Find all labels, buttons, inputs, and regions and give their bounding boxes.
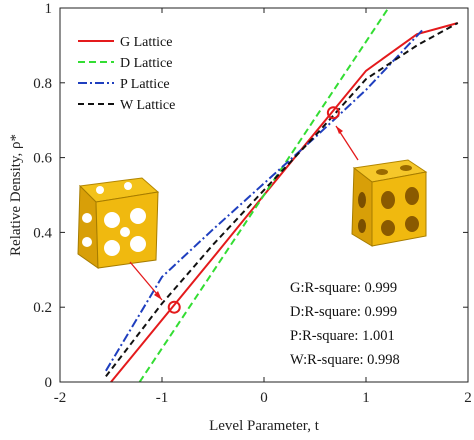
series-line-p-lattice — [105, 29, 423, 372]
series-line-d-lattice — [138, 7, 390, 383]
x-axis-title: Level Parameter, t — [209, 418, 320, 434]
y-tick-label: 0.6 — [33, 151, 52, 167]
x-tick-label: 0 — [260, 390, 268, 406]
highlight-marker — [167, 300, 181, 314]
g-cell-pointer-arrowhead — [154, 291, 162, 300]
r-square-g: G:R-square: 0.999 — [290, 280, 397, 296]
w-lattice-cell-image — [351, 159, 428, 247]
x-tick-label: -1 — [156, 390, 169, 406]
series-layer — [105, 7, 459, 383]
legend-label-w-lattice: W Lattice — [120, 98, 175, 113]
r-square-w: W:R-square: 0.998 — [290, 352, 400, 368]
r-square-d: D:R-square: 0.999 — [290, 304, 397, 320]
y-tick-label: 0.2 — [33, 300, 52, 316]
plot-frame — [59, 7, 469, 383]
g-lattice-cell-image — [77, 177, 160, 269]
y-tick-label: 0.4 — [33, 225, 52, 241]
ticks-layer: -2 -1 0 1 2 0 0.2 0.4 0.6 0.8 1 — [33, 1, 472, 406]
legend-label-d-lattice: D Lattice — [120, 56, 172, 71]
x-tick-label: 1 — [362, 390, 370, 406]
w-cell-pointer-arrowhead — [336, 126, 343, 134]
r-square-p: P:R-square: 1.001 — [290, 328, 395, 344]
legend: G Lattice D Lattice P Lattice W Lattice — [78, 35, 175, 113]
y-tick-label: 0.8 — [33, 76, 52, 92]
y-tick-label: 1 — [45, 1, 53, 17]
y-tick-label: 0 — [45, 375, 53, 391]
legend-label-p-lattice: P Lattice — [120, 77, 170, 92]
x-tick-label: -2 — [54, 390, 67, 406]
highlight-marker — [326, 106, 340, 120]
y-axis-title: Relative Density, ρ* — [8, 134, 24, 256]
r-square-annotations: G:R-square: 0.999 D:R-square: 0.999 P:R-… — [290, 280, 400, 368]
legend-label-g-lattice: G Lattice — [120, 35, 172, 50]
series-line-w-lattice — [105, 22, 459, 378]
x-tick-label: 2 — [464, 390, 472, 406]
